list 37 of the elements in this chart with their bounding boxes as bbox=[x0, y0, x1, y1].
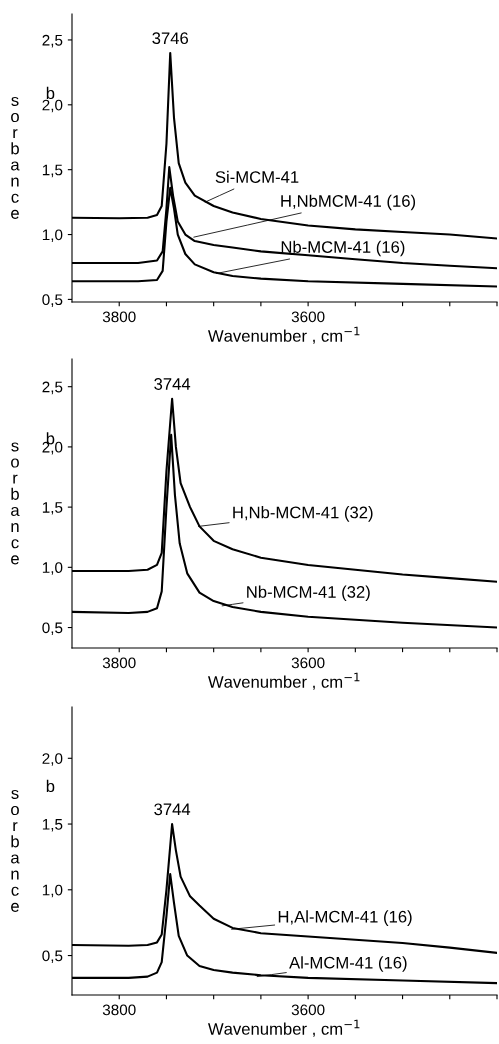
y-tick-label: 1,5 bbox=[42, 164, 63, 178]
x-tick-label: 3600 bbox=[291, 657, 325, 669]
x-axis-title: Wavenumber , cm$^{−1}$ bbox=[207, 672, 360, 690]
text: b bbox=[46, 779, 55, 793]
annotation: H,Al-MCM-41 (16) bbox=[278, 910, 412, 926]
x-axis-title: Wavenumber , cm$^{−1}$ bbox=[207, 326, 360, 344]
y-tick-label: 0,5 bbox=[42, 294, 63, 307]
annotation: H,NbMCM-41 (16) bbox=[281, 194, 416, 211]
y-tick-label: 1,5 bbox=[42, 819, 63, 832]
annotation: Nb-MCM-41 (32) bbox=[247, 585, 370, 602]
annotation: 3744 bbox=[154, 378, 191, 390]
x-tick-label: 3600 bbox=[291, 311, 325, 323]
text: b bbox=[46, 86, 55, 100]
annotation: Si-MCM-41 bbox=[215, 170, 299, 183]
y-tick-label: 1,0 bbox=[42, 562, 63, 575]
y-tick-label: 2,5 bbox=[42, 34, 63, 48]
y-axis-title: sorbance bbox=[11, 442, 20, 565]
y-tick-label: 2,0 bbox=[42, 753, 63, 766]
annotation: 3744 bbox=[154, 803, 191, 816]
y-tick-label: 1,5 bbox=[42, 502, 63, 515]
annotation: 3746 bbox=[152, 32, 189, 45]
x-tick-label: 3800 bbox=[102, 657, 136, 669]
annotation: Nb-MCM-41 (16) bbox=[281, 240, 405, 257]
y-tick-label: 0,5 bbox=[42, 950, 63, 964]
annotation: Al-MCM-41 (16) bbox=[289, 956, 407, 972]
x-tick-label: 3800 bbox=[102, 1004, 136, 1016]
y-tick-label: 0,5 bbox=[42, 622, 63, 636]
y-tick-label: 1,0 bbox=[42, 884, 63, 898]
x-axis-title: Wavenumber , cm$^{−1}$ bbox=[207, 1019, 360, 1037]
x-tick-label: 3800 bbox=[102, 311, 136, 323]
x-tick-label: 3600 bbox=[291, 1004, 325, 1016]
annotation: H,Nb-MCM-41 (32) bbox=[233, 506, 373, 522]
y-tick-label: 2,0 bbox=[42, 99, 63, 113]
y-tick-label: 2,5 bbox=[42, 381, 63, 395]
y-axis-title: sorbance bbox=[11, 96, 20, 219]
y-axis-title: sorbance bbox=[11, 789, 20, 912]
y-tick-label: 1,0 bbox=[42, 229, 63, 243]
